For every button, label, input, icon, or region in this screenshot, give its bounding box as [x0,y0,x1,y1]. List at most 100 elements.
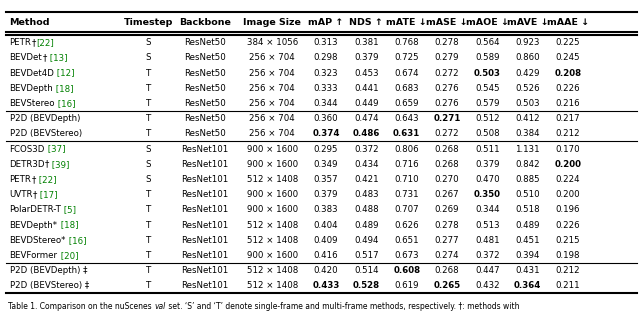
Text: 0.433: 0.433 [312,281,340,290]
Text: 0.277: 0.277 [435,236,460,245]
Text: 0.225: 0.225 [556,38,580,47]
Text: [22]: [22] [36,175,56,184]
Text: 0.245: 0.245 [556,53,580,62]
Text: P2D (BEVStereo) ‡: P2D (BEVStereo) ‡ [10,281,89,290]
Text: 512 × 1408: 512 × 1408 [246,236,298,245]
Text: mAVE ↓: mAVE ↓ [507,18,548,26]
Text: 0.716: 0.716 [394,160,419,169]
Text: 900 × 1600: 900 × 1600 [247,205,298,214]
Text: Table 1. Comparison on the nuScenes: Table 1. Comparison on the nuScenes [8,302,154,311]
Text: 0.923: 0.923 [515,38,540,47]
Text: 900 × 1600: 900 × 1600 [247,160,298,169]
Text: P2D (BEVDepth) ‡: P2D (BEVDepth) ‡ [10,266,87,275]
Text: T: T [145,114,151,123]
Text: 0.323: 0.323 [314,68,339,77]
Text: T: T [145,281,151,290]
Text: 0.394: 0.394 [515,251,540,260]
Text: 0.298: 0.298 [314,53,339,62]
Text: BEVStereo: BEVStereo [10,99,55,108]
Text: S: S [145,160,151,169]
Text: 512 × 1408: 512 × 1408 [246,281,298,290]
Text: 900 × 1600: 900 × 1600 [247,190,298,199]
Text: 0.265: 0.265 [433,281,461,290]
Text: ResNet101: ResNet101 [182,281,228,290]
Text: 0.268: 0.268 [435,266,460,275]
Text: 0.526: 0.526 [515,84,540,93]
Text: 0.860: 0.860 [515,53,540,62]
Text: 0.276: 0.276 [435,99,460,108]
Text: [37]: [37] [45,145,65,154]
Text: ResNet50: ResNet50 [184,84,226,93]
Text: 0.441: 0.441 [354,84,379,93]
Text: [39]: [39] [49,160,70,169]
Text: T: T [145,236,151,245]
Text: 0.170: 0.170 [556,145,580,154]
Text: 0.276: 0.276 [435,84,460,93]
Text: 0.226: 0.226 [556,220,580,229]
Text: ResNet101: ResNet101 [182,160,228,169]
Text: S: S [145,38,151,47]
Text: †: † [33,190,38,199]
Text: mAAE ↓: mAAE ↓ [547,18,589,26]
Text: 0.449: 0.449 [354,99,379,108]
Text: 256 × 704: 256 × 704 [250,68,295,77]
Text: 0.447: 0.447 [475,266,500,275]
Text: 0.488: 0.488 [354,205,379,214]
Text: 0.481: 0.481 [475,236,500,245]
Text: 0.489: 0.489 [354,220,379,229]
Text: ResNet50: ResNet50 [184,114,226,123]
Text: 0.707: 0.707 [394,205,419,214]
Text: 0.631: 0.631 [393,129,420,138]
Text: S: S [145,53,151,62]
Text: 0.379: 0.379 [314,190,339,199]
Text: 0.216: 0.216 [556,99,580,108]
Text: T: T [145,129,151,138]
Text: 0.313: 0.313 [314,38,339,47]
Text: ResNet101: ResNet101 [182,190,228,199]
Text: [5]: [5] [61,205,76,214]
Text: 0.806: 0.806 [394,145,419,154]
Text: [18]: [18] [53,84,74,93]
Text: 0.619: 0.619 [394,281,419,290]
Text: 0.404: 0.404 [314,220,339,229]
Text: 0.683: 0.683 [394,84,419,93]
Text: 256 × 704: 256 × 704 [250,129,295,138]
Text: 0.528: 0.528 [353,281,380,290]
Text: FCOS3D: FCOS3D [10,145,45,154]
Text: 256 × 704: 256 × 704 [250,53,295,62]
Text: 0.360: 0.360 [314,114,339,123]
Text: 0.434: 0.434 [354,160,379,169]
Text: 0.379: 0.379 [475,160,500,169]
Text: mATE ↓: mATE ↓ [387,18,427,26]
Text: ResNet50: ResNet50 [184,99,226,108]
Text: 0.270: 0.270 [435,175,460,184]
Text: [20]: [20] [58,251,78,260]
Text: 0.198: 0.198 [556,251,580,260]
Text: 0.564: 0.564 [475,38,500,47]
Text: 0.208: 0.208 [554,68,582,77]
Text: [17]: [17] [38,190,58,199]
Text: 0.278: 0.278 [435,220,460,229]
Text: 0.489: 0.489 [515,220,540,229]
Text: 0.453: 0.453 [354,68,379,77]
Text: †: † [31,38,36,47]
Text: 256 × 704: 256 × 704 [250,99,295,108]
Text: T: T [145,68,151,77]
Text: 0.508: 0.508 [475,129,500,138]
Text: mAP ↑: mAP ↑ [308,18,344,26]
Text: [18]: [18] [58,220,78,229]
Text: 0.212: 0.212 [556,266,580,275]
Text: PolarDETR-T: PolarDETR-T [10,205,61,214]
Text: 1.131: 1.131 [515,145,540,154]
Text: S: S [145,145,151,154]
Text: 0.267: 0.267 [435,190,460,199]
Text: PETR: PETR [10,38,31,47]
Text: 0.372: 0.372 [475,251,500,260]
Text: [13]: [13] [47,53,67,62]
Text: 0.420: 0.420 [314,266,339,275]
Text: 0.710: 0.710 [394,175,419,184]
Text: 384 × 1056: 384 × 1056 [246,38,298,47]
Text: 0.451: 0.451 [515,236,540,245]
Text: 0.333: 0.333 [314,84,339,93]
Text: 0.217: 0.217 [556,114,580,123]
